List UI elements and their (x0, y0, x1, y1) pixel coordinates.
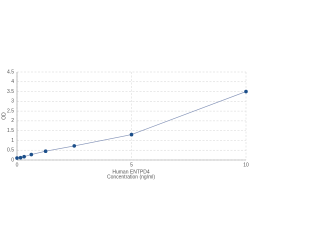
x-axis-label: Concentration (ng/ml) (107, 174, 155, 180)
x-tick-label: 0 (16, 162, 19, 168)
data-point (244, 89, 248, 94)
data-point (29, 152, 34, 157)
y-tick-label: 4.5 (7, 69, 14, 75)
y-tick-label: 3.5 (7, 89, 14, 95)
y-tick-label: 4 (11, 79, 14, 85)
data-point (72, 144, 77, 148)
x-tick-label: 5 (130, 162, 133, 168)
x-tick-label: 10 (243, 162, 249, 168)
y-tick-label: 2 (11, 118, 14, 124)
y-tick-label: 3 (11, 99, 14, 105)
y-tick-label: 1 (11, 138, 14, 144)
data-point (18, 155, 23, 160)
y-tick-label: 1.5 (7, 128, 14, 134)
y-tick-label: 2.5 (7, 108, 14, 114)
data-point (43, 149, 48, 153)
data-point (15, 156, 19, 160)
data-point (129, 132, 134, 137)
y-tick-label: 0 (11, 157, 14, 163)
chart: Human ENTPD4 Concentration (ng/ml) OD 00… (1, 69, 249, 180)
y-axis-label: OD (1, 112, 7, 120)
chart-title: Human ENTPD4 (112, 169, 149, 175)
data-point (22, 154, 26, 159)
y-tick-label: 0.5 (7, 148, 14, 154)
